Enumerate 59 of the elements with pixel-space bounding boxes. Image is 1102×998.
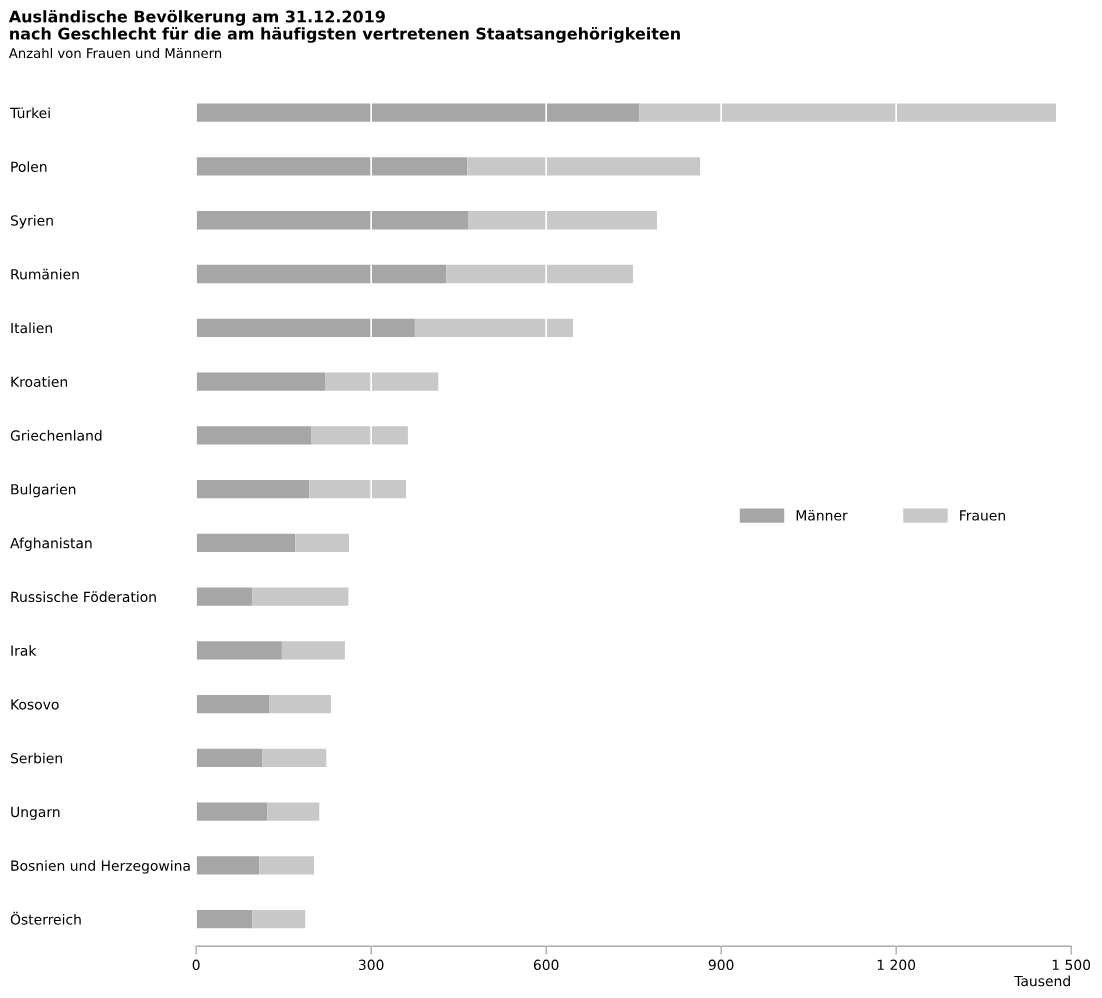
bar	[295, 533, 349, 552]
bar	[196, 264, 447, 284]
x-tick-label: 300	[358, 959, 384, 971]
x-tick-label: 900	[708, 959, 734, 971]
bar	[259, 856, 314, 875]
bar	[196, 103, 640, 122]
y-tick-label: Bulgarien	[11, 483, 76, 498]
y-tick-label: Russische Föderation	[11, 591, 156, 603]
legend-label: Frauen	[960, 510, 1005, 521]
y-tick-label: Bosnien und Herzegowina	[11, 860, 190, 874]
bar	[196, 910, 253, 929]
x-tick-label: 1 500	[1052, 959, 1091, 971]
y-tick-label: Irak	[11, 645, 37, 656]
bar	[281, 641, 345, 660]
legend-label: Männer	[796, 509, 848, 521]
bar	[196, 533, 296, 552]
chart-subtitle: Anzahl von Frauen und Männern	[8, 47, 222, 59]
y-tick-label: Polen	[11, 161, 47, 172]
bar	[196, 211, 468, 230]
bar	[325, 372, 439, 391]
bar	[196, 587, 253, 606]
y-tick-label: Kroatien	[11, 376, 68, 388]
bar	[196, 641, 282, 660]
bar	[196, 318, 415, 337]
bar	[196, 157, 468, 176]
chart-title: Ausländische Bevölkerung am 31.12.2019 nach Geschlecht für die am häufigsten vertretenen Staatsangehörigkeiten	[8, 9, 680, 43]
y-tick-label: Serbien	[10, 752, 62, 764]
y-tick-label: Italien	[11, 322, 52, 334]
y-tick-label: Syrien	[10, 214, 53, 229]
bar	[196, 802, 268, 821]
bar	[196, 856, 260, 875]
bar	[446, 264, 634, 284]
bar	[267, 802, 320, 821]
x-tick-label: 0	[192, 959, 200, 971]
bar	[311, 426, 408, 445]
y-tick-label: Österreich	[10, 911, 81, 925]
y-tick-label: Kosovo	[11, 699, 59, 710]
bar	[196, 695, 270, 714]
y-tick-label: Rumänien	[11, 268, 79, 280]
bar	[262, 748, 327, 768]
y-tick-label: Ungarn	[11, 806, 60, 820]
bar	[252, 910, 306, 929]
y-tick-label: Griechenland	[10, 430, 102, 441]
bar	[269, 695, 331, 714]
x-axis-title: Tausend	[1014, 975, 1070, 987]
bar	[414, 318, 573, 337]
bar	[196, 479, 310, 499]
bar	[467, 157, 701, 176]
bar	[309, 479, 407, 499]
y-tick-label: Türkei	[10, 107, 50, 119]
bar	[196, 372, 326, 391]
x-tick-label: 600	[533, 959, 559, 971]
bar	[467, 211, 657, 230]
bar	[639, 103, 1056, 122]
bar	[196, 748, 263, 768]
bar	[252, 587, 349, 606]
x-tick-label: 1 200	[877, 959, 916, 971]
y-tick-label: Afghanistan	[10, 537, 92, 552]
bar	[196, 426, 312, 445]
